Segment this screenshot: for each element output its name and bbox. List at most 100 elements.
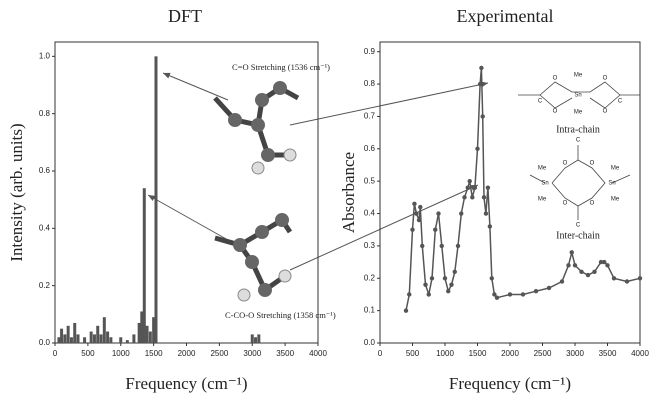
point	[534, 289, 538, 293]
x-tick-label: 4000	[631, 349, 649, 358]
atom-label: Sn	[608, 181, 615, 187]
bar	[143, 188, 146, 343]
point	[423, 283, 427, 287]
point	[468, 179, 472, 183]
bar	[103, 317, 106, 343]
point	[484, 211, 488, 215]
x-tick-label: 0	[53, 349, 58, 358]
bar	[90, 332, 93, 343]
x-tick-label: 3500	[599, 349, 617, 358]
chart-title: Experimental	[457, 6, 554, 26]
y-tick-label: 0.4	[364, 209, 376, 218]
chart-title: DFT	[168, 6, 202, 26]
point	[430, 276, 434, 280]
y-tick-label: 0.8	[364, 79, 376, 88]
bar	[251, 334, 254, 343]
point	[570, 250, 574, 254]
atom-label: Me	[574, 110, 583, 116]
bar	[63, 334, 66, 343]
x-axis-label: Frequency (cm⁻¹)	[125, 374, 247, 393]
bar	[83, 337, 86, 343]
point	[478, 82, 482, 86]
point	[407, 292, 411, 296]
atom-label: O	[553, 109, 558, 115]
y-tick-label: 0.6	[364, 144, 376, 153]
point	[625, 279, 629, 283]
atom-label: O	[590, 201, 595, 207]
x-tick-label: 3000	[566, 349, 584, 358]
point	[475, 147, 479, 151]
x-tick-label: 0	[378, 349, 383, 358]
figure: DFTFrequency (cm⁻¹)Intensity (arb. units…	[0, 0, 649, 399]
point	[443, 276, 447, 280]
bar	[254, 337, 257, 343]
atom-label: Me	[538, 197, 547, 203]
atom-label: Sn	[574, 93, 581, 99]
x-tick-label: 1500	[145, 349, 163, 358]
y-tick-label: 0.5	[364, 176, 376, 185]
x-tick-label: 2500	[210, 349, 228, 358]
atom-label: C	[576, 223, 581, 229]
y-tick-label: 0.0	[364, 338, 376, 347]
point	[566, 263, 570, 267]
point	[466, 185, 470, 189]
y-tick-label: 0.9	[364, 47, 376, 56]
atom-label: Me	[538, 166, 547, 172]
point	[410, 228, 414, 232]
bar	[154, 56, 157, 343]
point	[481, 114, 485, 118]
atom-label: O	[563, 201, 568, 207]
atom-label: C	[538, 99, 543, 105]
point	[521, 292, 525, 296]
annotation: C=O Stretching (1536 cm⁻¹)	[232, 62, 330, 72]
point	[495, 295, 499, 299]
bar	[67, 326, 70, 343]
point	[453, 270, 457, 274]
bar	[146, 326, 149, 343]
point	[560, 279, 564, 283]
point	[436, 211, 440, 215]
x-axis-label: Frequency (cm⁻¹)	[449, 374, 571, 393]
y-tick-label: 0.2	[39, 281, 51, 290]
y-tick-label: 0.7	[364, 112, 376, 121]
point	[412, 202, 416, 206]
annotation: C-CO-O Stretching (1358 cm⁻¹)	[225, 310, 336, 320]
annotation: Inter-chain	[556, 230, 600, 241]
y-tick-label: 0.6	[39, 166, 51, 175]
y-tick-label: 0.0	[39, 338, 51, 347]
point	[508, 292, 512, 296]
point	[638, 276, 642, 280]
bar	[96, 326, 99, 343]
bar	[57, 337, 60, 343]
x-tick-label: 1000	[112, 349, 130, 358]
point	[404, 308, 408, 312]
point	[446, 289, 450, 293]
point	[612, 276, 616, 280]
x-tick-label: 500	[406, 349, 420, 358]
point	[456, 244, 460, 248]
atom-label: Me	[611, 166, 620, 172]
atom-label: O	[553, 76, 558, 82]
point	[473, 185, 477, 189]
bar	[119, 337, 122, 343]
x-tick-label: 1000	[436, 349, 454, 358]
y-tick-label: 0.1	[364, 306, 376, 315]
y-tick-label: 1.0	[39, 51, 51, 60]
point	[440, 244, 444, 248]
annotation: Intra-chain	[556, 124, 600, 135]
bar	[149, 332, 152, 343]
bar	[60, 329, 63, 343]
point	[459, 211, 463, 215]
point	[579, 270, 583, 274]
atom-label: O	[563, 161, 568, 167]
bar	[77, 334, 80, 343]
point	[470, 195, 474, 199]
bar	[93, 334, 96, 343]
x-tick-label: 1500	[469, 349, 487, 358]
y-tick-label: 0.8	[39, 109, 51, 118]
point	[482, 195, 486, 199]
atom-label: O	[603, 109, 608, 115]
point	[449, 283, 453, 287]
point	[592, 270, 596, 274]
bar	[257, 334, 260, 343]
